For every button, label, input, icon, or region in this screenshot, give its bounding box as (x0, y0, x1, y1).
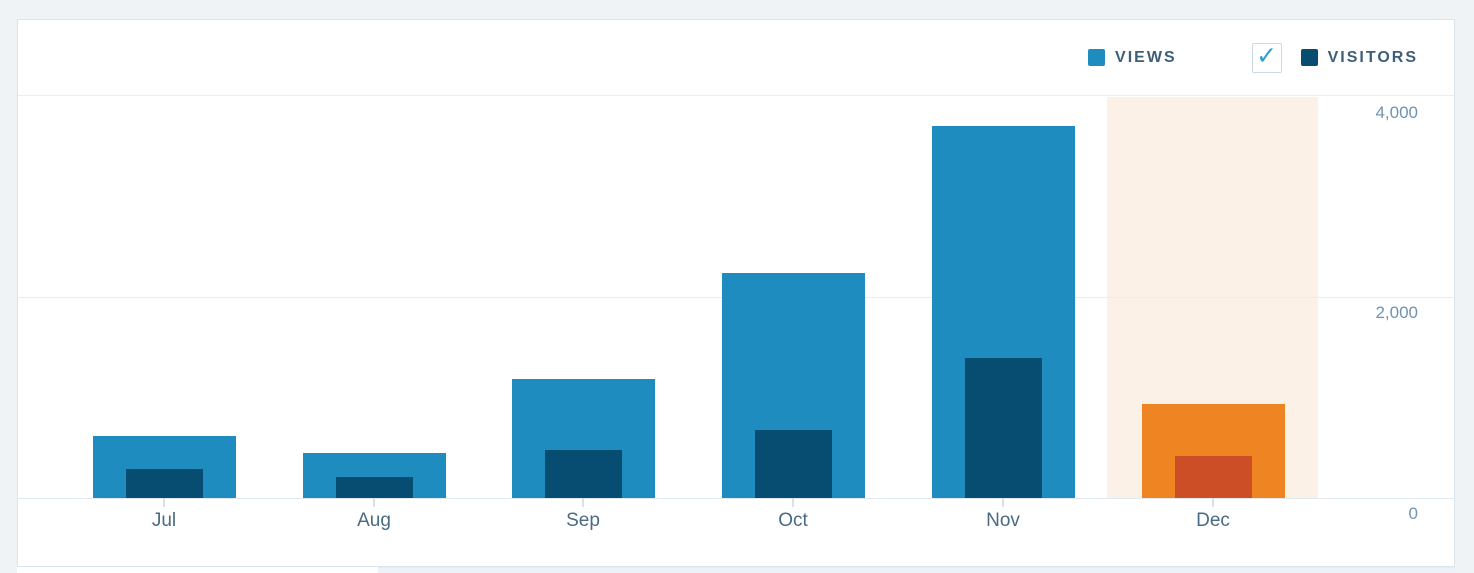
x-axis-baseline (18, 498, 1454, 499)
legend-item-views: VIEWS (1088, 49, 1177, 67)
bar-visitors-dec[interactable] (1174, 456, 1252, 498)
bar-visitors-oct[interactable] (754, 430, 832, 498)
x-tick-oct (792, 498, 794, 507)
x-label-sep: Sep (566, 510, 600, 531)
next-module-edge-inactive (378, 567, 1455, 573)
x-label-aug: Aug (357, 510, 391, 531)
x-label-oct: Oct (778, 510, 808, 531)
x-tick-sep (582, 498, 584, 507)
x-tick-dec (1212, 498, 1214, 507)
x-label-nov: Nov (986, 510, 1020, 531)
y-axis-label-4000: 4,000 (1375, 103, 1418, 122)
visitors-swatch-icon (1300, 49, 1318, 66)
next-module-edge (17, 567, 1455, 573)
checkmark-icon: ✓ (1256, 42, 1278, 70)
views-swatch-icon (1088, 49, 1106, 66)
plot-area: 4,000 2,000 0 Jul Aug Sep Oct Nov Dec (18, 97, 1454, 566)
bar-visitors-jul[interactable] (125, 469, 203, 498)
visitors-checkbox[interactable]: ✓ (1251, 42, 1282, 73)
visitors-legend-label: VISITORS (1327, 48, 1418, 66)
bar-visitors-sep[interactable] (544, 450, 622, 498)
x-label-dec: Dec (1196, 510, 1230, 531)
x-tick-jul (163, 498, 165, 507)
stats-chart-card: VIEWS ✓ VISITORS 4,000 2,000 0 Jul Aug Sep Oct… (17, 19, 1455, 567)
bar-visitors-nov[interactable] (964, 358, 1042, 498)
x-tick-nov (1002, 498, 1004, 507)
x-tick-aug (373, 498, 375, 507)
chart-legend: VIEWS ✓ VISITORS (18, 20, 1454, 96)
bar-visitors-aug[interactable] (335, 477, 413, 498)
x-label-jul: Jul (151, 510, 177, 531)
y-axis-label-0: 0 (1408, 504, 1418, 523)
y-axis-label-2000: 2,000 (1375, 303, 1418, 322)
views-legend-label: VIEWS (1115, 48, 1177, 66)
